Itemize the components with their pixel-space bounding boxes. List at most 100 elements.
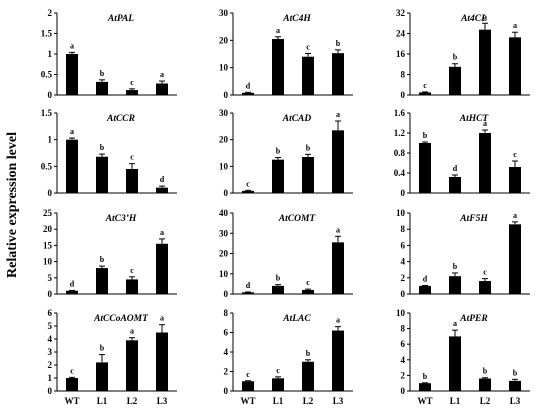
panel-title: At4CL [460,14,487,24]
y-tick-label: 32 [396,8,406,18]
y-tick-label: 6 [224,328,229,338]
y-tick-label: 10 [43,257,53,267]
bar [272,378,284,391]
x-tick-label: WT [417,396,432,406]
bar [449,66,461,95]
y-tick-label: 40 [219,208,229,218]
significance-letter: b [513,368,518,377]
significance-letter: c [423,81,427,90]
bar [96,362,108,391]
significance-letter: d [246,281,251,290]
bar [419,143,431,193]
panel-atpal: 0 0.5 1 1.5 2 AtPAL a b c a [41,8,177,100]
y-tick-label: 4 [224,347,229,357]
panel-title: AtPAL [107,14,134,24]
y-tick-label: 0 [224,386,229,396]
panel-atccr: 0 0.5 1 1.5 AtCCR a b c d [41,108,177,198]
bar [156,332,168,391]
significance-letter: b [100,255,105,264]
bar [272,38,284,95]
significance-letter: c [306,42,310,51]
bar [156,83,168,95]
significance-letter: b [100,344,105,353]
bar [272,159,284,193]
bar [509,167,521,193]
y-tick-label: 2 [48,8,53,18]
bar [126,279,138,294]
y-tick-label: 1.6 [394,108,406,118]
x-tick-label: L1 [273,396,284,406]
bar [66,378,78,391]
panel-title: AtCOMT [278,214,317,224]
significance-letter: a [453,319,457,328]
y-tick-label: 30 [219,228,229,238]
y-tick-label: 24 [396,29,406,39]
bar [332,130,344,193]
y-tick-label: 1 [48,49,53,59]
bar [449,336,461,391]
significance-letter: a [513,211,517,220]
y-tick-label: 0 [401,188,406,198]
x-tick-label: L3 [157,396,168,406]
y-tick-label: 3 [48,347,53,357]
y-tick-label: 20 [219,249,229,259]
y-tick-label: 4 [401,355,406,365]
y-tick-label: 8 [401,324,406,334]
panel-atlac: 0 2 4 6 8 AtLAC c WT c L1 b L2 a L3 [224,308,353,406]
y-tick-label: 0 [401,90,406,100]
bar [66,139,78,193]
y-tick-label: 0.5 [41,161,53,171]
y-tick-label: 0 [48,90,53,100]
significance-letter: a [70,127,74,136]
x-tick-label: L2 [127,396,138,406]
bar [126,90,138,95]
panel-title: AtPER [459,314,487,324]
panel-title: AtHCT [459,114,490,124]
y-tick-label: 10 [219,161,229,171]
panel-title: AtLAC [282,314,311,324]
significance-letter: b [306,349,311,358]
significance-letter: a [336,110,340,119]
significance-letter: d [453,164,458,173]
x-tick-label: WT [64,396,79,406]
bar [96,268,108,294]
y-tick-label: 30 [219,108,229,118]
panel-title: AtCAD [282,114,312,124]
bar [156,243,168,294]
x-tick-label: L2 [480,396,491,406]
y-tick-label: 8 [401,70,406,80]
y-tick-label: 0 [401,289,406,299]
significance-letter: a [336,316,340,325]
y-tick-label: 30 [219,8,229,18]
significance-letter: a [513,21,517,30]
bar [419,92,431,95]
significance-letter: c [246,179,250,188]
y-tick-label: 15 [43,240,53,250]
panel-title: AtF5H [459,214,488,224]
panel-title: AtC3’H [105,214,137,224]
significance-letter: c [130,266,134,275]
y-tick-label: 0 [224,188,229,198]
y-tick-label: 1.5 [41,108,53,118]
bar [419,285,431,294]
y-tick-label: 8 [401,224,406,234]
significance-letter: a [483,12,487,21]
y-tick-label: 20 [219,135,229,145]
bar [332,53,344,95]
y-tick-label: 2 [48,360,53,370]
significance-letter: b [453,53,458,62]
bar [302,56,314,95]
bar [479,281,491,294]
significance-letter: d [160,175,165,184]
y-tick-label: 0.4 [394,168,406,178]
bar [419,383,431,391]
significance-letter: c [130,78,134,87]
bar [332,242,344,294]
panel-atcad: 0 10 20 30 AtCAD c b b a [219,108,353,198]
y-tick-label: 6 [401,240,406,250]
bar [242,92,254,95]
significance-letter: c [483,268,487,277]
x-tick-label: L3 [333,396,344,406]
significance-letter: b [276,274,281,283]
bar [272,285,284,294]
